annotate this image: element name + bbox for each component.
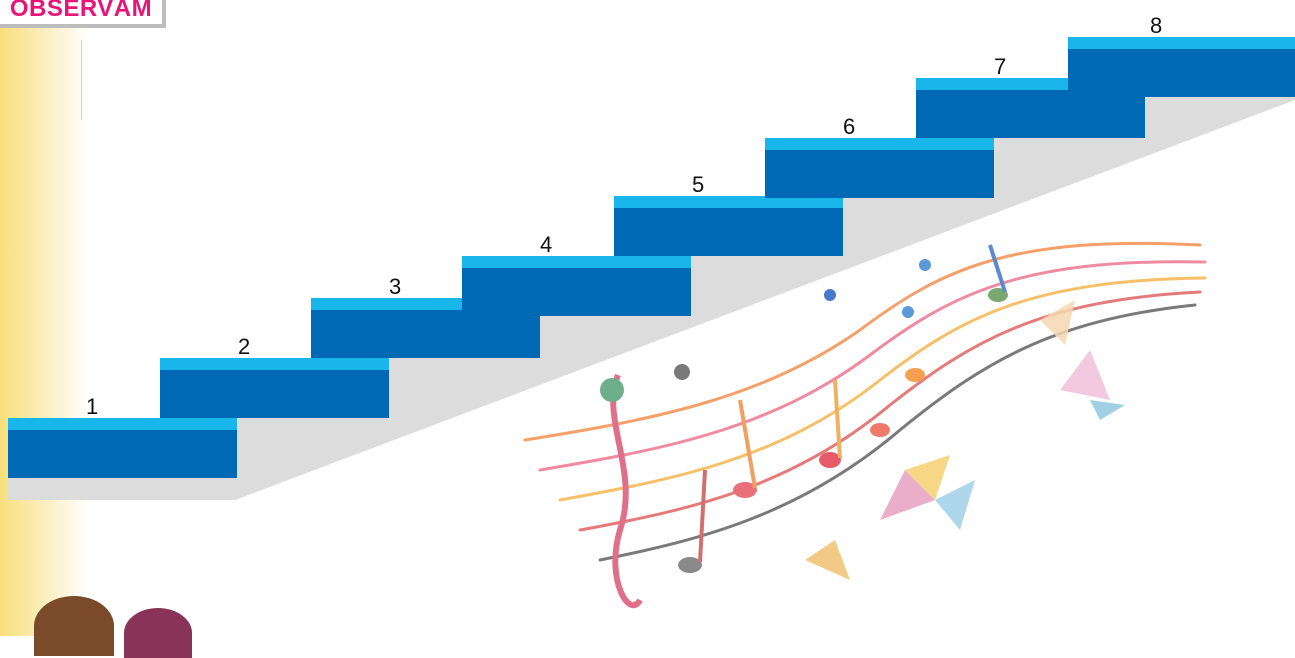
- left-gradient-strip: [0, 0, 88, 636]
- step-face: [311, 310, 540, 358]
- observam-label: OBSERVĂM: [9, 0, 153, 22]
- observam-badge: OBSERVĂM: [0, 0, 166, 28]
- steps-group: 1 2 3 4 5 6 7 8: [8, 13, 1295, 478]
- step-top-strip: [1068, 37, 1295, 49]
- step-top-strip: [160, 358, 389, 370]
- step-number-label: 2: [238, 334, 250, 359]
- butterfly-icon: [805, 300, 1125, 580]
- step-number-label: 6: [843, 114, 855, 139]
- step-face: [160, 370, 389, 418]
- step-8: 8: [1068, 13, 1295, 97]
- step-number-label: 3: [389, 274, 401, 299]
- step-face: [462, 268, 691, 316]
- staircase-diagram: 1 2 3 4 5 6 7 8: [8, 13, 1295, 609]
- music-notes: [600, 244, 1008, 609]
- step-face: [1068, 49, 1295, 97]
- step-top-strip: [614, 196, 843, 208]
- step-number-label: 4: [540, 232, 552, 257]
- step-4: 4: [462, 232, 691, 316]
- step-top-strip: [765, 138, 994, 150]
- step-number-label: 7: [994, 54, 1006, 79]
- step-face: [765, 150, 994, 198]
- step-1: 1: [8, 394, 237, 478]
- step-face: [916, 90, 1145, 138]
- step-6: 6: [765, 114, 994, 198]
- step-2: 2: [160, 334, 389, 418]
- music-notes-decoration: [523, 241, 1207, 609]
- stair-ramp: [8, 78, 1295, 500]
- step-5: 5: [614, 172, 843, 256]
- step-number-label: 5: [692, 172, 704, 197]
- avatar-maroon: [124, 608, 192, 658]
- step-top-strip: [8, 418, 237, 430]
- step-face: [8, 430, 237, 478]
- step-face: [614, 208, 843, 256]
- step-top-strip: [462, 256, 691, 268]
- step-3: 3: [311, 274, 540, 358]
- step-number-label: 8: [1150, 13, 1162, 38]
- avatar-brown: [34, 596, 114, 656]
- step-number-label: 1: [86, 394, 98, 419]
- vertical-divider: [81, 40, 82, 120]
